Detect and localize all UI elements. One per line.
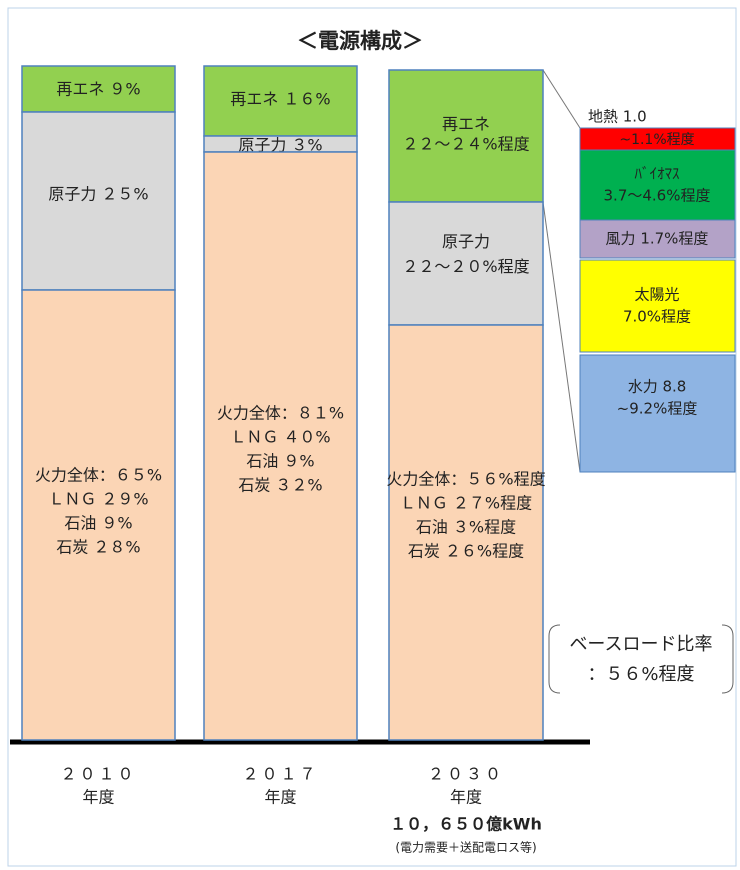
breakdown-label: ~1.1%程度 [619,132,694,148]
segment [203,65,358,137]
segment [203,151,358,741]
year: ２０１０ [60,765,136,784]
connector [542,201,581,473]
baseload-note: ：５６%程度 [587,664,694,685]
segment-label: 火力全体：６５% [35,466,162,485]
year: ２０１７ [242,765,318,784]
segment-label: ２２～２０%程度 [402,257,529,276]
year-unit: 年度 [450,788,482,807]
breakdown-box [579,149,736,221]
total: １０，６５０億kWh [390,815,542,834]
segment-label: 火力全体：８１% [217,404,344,423]
year: ２０３０ [428,765,504,784]
breakdown-label: 7.0%程度 [623,308,691,326]
breakdown-label: 3.7～4.6%程度 [604,187,711,205]
segment [21,111,176,291]
segment-label: 石炭 ３２% [238,476,322,495]
segment-label: 再エネ １６% [230,90,330,109]
segment-label: ＬＮＧ ２９% [48,490,148,509]
segment [388,201,544,326]
breakdown-label: 風力 1.7%程度 [606,230,709,248]
year-unit: 年度 [82,788,114,807]
segment-label: ２２～２４%程度 [402,135,529,154]
segment-label: 再エネ [442,115,490,134]
segment-label: 石油 ９% [64,514,132,533]
segment-label: 原子力 [442,232,490,251]
breakdown-box [579,219,736,259]
segment [388,324,544,741]
segment-label: 石炭 ２６%程度 [408,542,524,561]
segment-label: 石炭 ２８% [56,538,140,557]
connector [542,69,581,129]
segment-label: ＬＮＧ ２７%程度 [400,494,532,513]
breakdown-label: 地熱 1.0 [588,108,647,126]
breakdown-box [579,354,736,473]
title: ＜電源構成＞ [297,29,423,53]
baseload-note: ベースロード比率 [569,634,712,655]
breakdown-box [579,259,736,353]
segment [21,65,176,113]
segment-label: 原子力 ３% [238,136,322,155]
segment-label: 再エネ ９% [56,80,140,99]
segment-label: 原子力 ２５% [48,185,148,204]
bracket [721,624,734,694]
segment-label: 石油 ９% [246,452,314,471]
frame [7,7,737,867]
segment-label: 火力全体：５６%程度 [386,470,545,489]
breakdown-label: ﾊﾞｲｵﾏｽ [634,165,679,183]
segment-label: 石油 ３%程度 [416,518,516,537]
breakdown-label: 太陽光 [634,286,679,304]
total-note: (電力需要＋送配電ロス等) [395,840,536,855]
segment-label: ＬＮＧ ４０% [230,428,330,447]
segment [388,69,544,203]
breakdown-label: 水力 8.8 [628,378,687,396]
breakdown-label: ~9.2%程度 [617,400,698,418]
segment [21,289,176,741]
bracket [548,624,561,694]
year-unit: 年度 [264,788,296,807]
